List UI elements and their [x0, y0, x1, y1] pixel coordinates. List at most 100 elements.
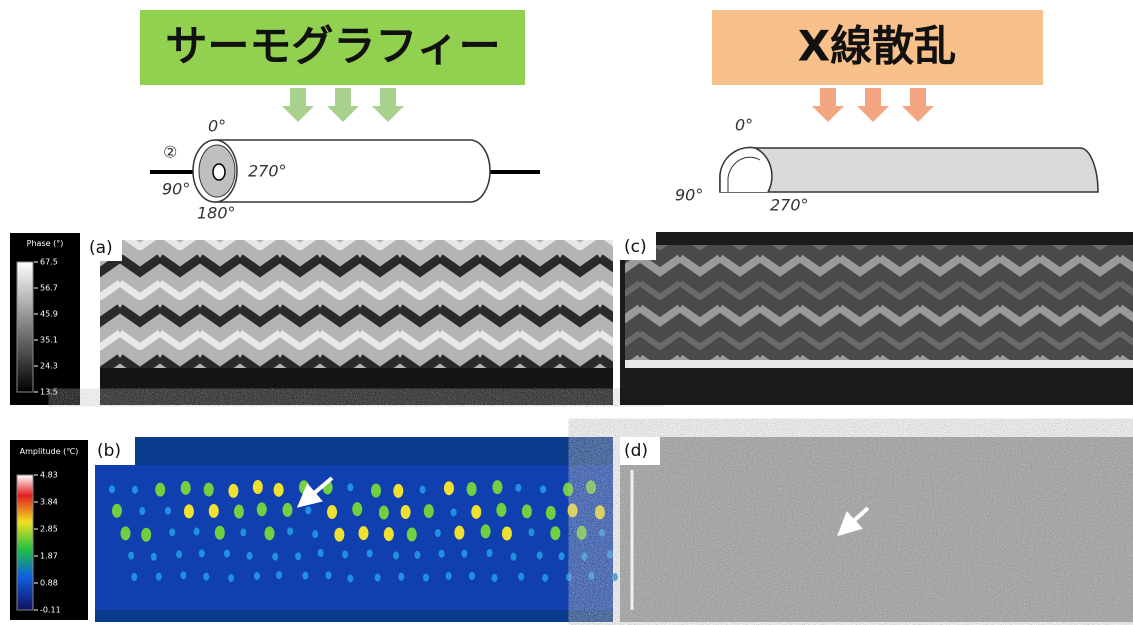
- cylinder: [150, 140, 540, 202]
- colorbar-gradient: [17, 262, 33, 392]
- hotspot: [522, 504, 532, 518]
- hotspot: [121, 526, 131, 540]
- hotspot: [325, 571, 331, 579]
- hotspot: [435, 529, 441, 537]
- hotspot: [559, 552, 565, 560]
- panel-label: (d): [624, 441, 648, 461]
- hotspot: [287, 527, 293, 535]
- hotspot: [481, 524, 491, 538]
- marker: ②: [163, 143, 177, 162]
- hotspot: [454, 526, 464, 540]
- colorbar-title: Amplitude (℃): [20, 447, 79, 456]
- hotspot: [199, 549, 205, 557]
- hotspot: [563, 482, 573, 496]
- header-title: サーモグラフィー: [165, 22, 500, 71]
- hotspot: [342, 550, 348, 558]
- hotspot: [424, 504, 434, 518]
- hotspot: [375, 574, 381, 582]
- hotspot: [371, 484, 381, 498]
- header-title: X線散乱: [798, 22, 956, 71]
- hotspot: [224, 550, 230, 558]
- hotspot: [347, 483, 353, 491]
- hotspot: [607, 550, 613, 558]
- hotspot: [151, 553, 157, 561]
- hotspot: [393, 552, 399, 560]
- hotspot: [302, 572, 308, 580]
- hotspot: [398, 573, 404, 581]
- hotspot: [487, 549, 493, 557]
- colorbar-tick-label: 13.5: [40, 388, 58, 397]
- hotspot: [511, 553, 517, 561]
- hotspot: [444, 481, 454, 495]
- hotspot: [169, 528, 175, 536]
- hotspot: [528, 528, 534, 536]
- panel-label: (b): [97, 441, 121, 461]
- panel-a-noise: [100, 390, 613, 405]
- hotspot: [469, 572, 475, 580]
- panel-c-edge: [625, 360, 1133, 368]
- hotspot: [379, 506, 389, 520]
- arrows: [282, 88, 404, 122]
- hotspot: [180, 571, 186, 579]
- hotspot: [318, 549, 324, 557]
- hotspot: [257, 502, 267, 516]
- figure: サーモグラフィー ② 0° 90° 180° 270° X線散乱 0° 90° …: [0, 0, 1133, 625]
- hotspot: [393, 484, 403, 498]
- hotspot: [577, 526, 587, 540]
- hotspot: [132, 486, 138, 494]
- colorbar-tick-label: 1.87: [40, 552, 58, 561]
- angle-label: 270°: [770, 196, 809, 215]
- hotspot: [247, 552, 253, 560]
- hotspot: [599, 529, 605, 537]
- hotspot: [156, 573, 162, 581]
- hotspot: [240, 528, 246, 536]
- colorbar-tick-label: 56.7: [40, 284, 58, 293]
- half-cylinder: [720, 148, 1098, 192]
- panel-d-noise: [620, 437, 1133, 622]
- hotspot: [496, 503, 506, 517]
- hotspot: [467, 482, 477, 496]
- hotspot: [272, 553, 278, 561]
- hotspot: [384, 527, 394, 541]
- hotspot: [359, 526, 369, 540]
- hotspot: [184, 504, 194, 518]
- hotspot: [568, 504, 578, 518]
- panel-label: (c): [624, 237, 647, 257]
- hotspot: [254, 572, 260, 580]
- hotspot: [347, 575, 353, 583]
- hotspot: [515, 484, 521, 492]
- hotspot: [131, 573, 137, 581]
- angle-label: 0°: [208, 117, 226, 136]
- colorbar-title: Phase (°): [27, 239, 64, 248]
- hotspot: [264, 526, 274, 540]
- colorbar-tick-label: 45.9: [40, 310, 58, 319]
- hotspot: [401, 505, 411, 519]
- angle-label: 180°: [197, 204, 236, 223]
- hotspot: [586, 480, 596, 494]
- hotspot: [274, 483, 284, 497]
- angle-label: 90°: [162, 180, 190, 199]
- hotspot: [181, 481, 191, 495]
- hotspot: [155, 483, 165, 497]
- panel-c-image: [625, 245, 1133, 363]
- hotspot: [588, 572, 594, 580]
- hotspot: [112, 504, 122, 518]
- arrows: [812, 88, 934, 122]
- hotspot: [128, 552, 134, 560]
- hotspot: [312, 530, 318, 538]
- hotspot: [215, 526, 225, 540]
- hotspot: [407, 528, 417, 542]
- hotspot: [423, 574, 429, 582]
- hotspot: [612, 573, 618, 581]
- hotspot: [139, 507, 145, 515]
- angle-label: 90°: [675, 186, 703, 205]
- hotspot: [471, 505, 481, 519]
- colorbar-tick-label: 0.88: [40, 579, 58, 588]
- hotspot: [537, 551, 543, 559]
- hotspot: [502, 527, 512, 541]
- hotspot: [295, 552, 301, 560]
- colorbar-gradient: [17, 475, 33, 610]
- hotspot: [141, 528, 151, 542]
- colorbar-tick-label: 67.5: [40, 258, 58, 267]
- hotspot: [546, 506, 556, 520]
